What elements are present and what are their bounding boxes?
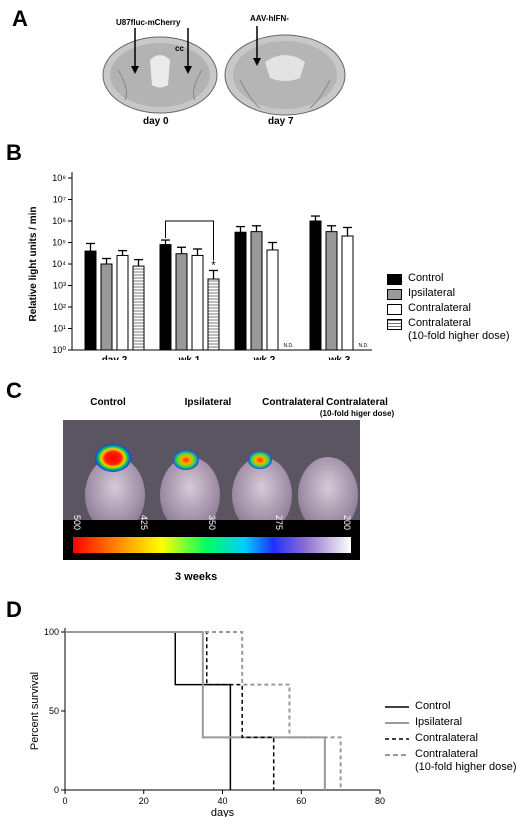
bar (159, 244, 172, 351)
y-axis-label: Percent survival (29, 672, 41, 750)
day-label-right: day 7 (268, 116, 294, 127)
bar (250, 231, 263, 351)
survival-legend-line (385, 754, 409, 756)
x-tick-label: wk 3 (328, 355, 351, 360)
bar-legend-item-control: Control (387, 272, 443, 285)
mouse-2 (160, 450, 220, 533)
bar (341, 235, 354, 351)
mouse-label-contralateral-high: Contralateral (326, 397, 388, 408)
bar (309, 220, 322, 351)
bar-legend-label: Contralateral (408, 302, 471, 314)
mouse-1 (85, 444, 145, 533)
bar-legend-item-contralateral: Contralateral (387, 302, 471, 315)
survival-legend-item-control: Control (385, 700, 450, 713)
y-axis-label: Relative light units / min (28, 206, 39, 321)
mouse-label-ipsilateral: Ipsilateral (184, 397, 232, 408)
significance-marker: * (211, 259, 216, 271)
time-label: 3 weeks (175, 571, 218, 583)
bar-legend-swatch (387, 274, 402, 285)
bar-legend-item-ipsilateral: Ipsilateral (387, 287, 455, 300)
brain-slices-illustration (102, 26, 346, 116)
y-tick-label: 10⁴ (52, 259, 66, 269)
y-tick-label: 10⁷ (53, 195, 66, 205)
y-tick-label: 10⁰ (52, 345, 66, 355)
x-tick-label: 0 (62, 796, 67, 806)
x-axis-label: days (211, 807, 235, 817)
panel-letter-b: B (6, 140, 22, 165)
survival-curve (65, 631, 342, 790)
survival-curve (65, 631, 275, 790)
survival-legend-line (385, 738, 409, 740)
colorbar-tick: 425 (139, 515, 149, 531)
survival-curve (65, 631, 232, 790)
x-tick-label: 80 (375, 796, 385, 806)
survival-legend-item-contralateral-high: Contralateral (10-fold higher dose) (385, 748, 517, 774)
x-tick-label: wk 2 (253, 355, 276, 360)
x-tick-label: day 2 (102, 355, 128, 360)
survival-legend-line (385, 706, 409, 708)
survival-chart: 0 50 100 0 20 40 60 80 days Percent survival (29, 627, 385, 817)
significance-bracket (165, 220, 214, 261)
colorbar-tick: 500 (72, 515, 82, 531)
survival-legend-item-ipsilateral: Ipsilateral (385, 716, 462, 729)
mouse-3 (232, 451, 292, 533)
bar-legend-label: Contralateral (10-fold higher dose) (408, 317, 510, 342)
x-tick-label: 40 (217, 796, 227, 806)
x-tick-label: wk 1 (178, 355, 201, 360)
y-tick-label: 10¹ (53, 324, 66, 334)
bar (325, 231, 338, 351)
panel-letter-c: C (6, 378, 22, 403)
bar (266, 249, 279, 351)
bar-legend-swatch (387, 319, 402, 330)
bar (175, 253, 188, 351)
x-tick-label: 60 (296, 796, 306, 806)
day-label-left: day 0 (143, 116, 169, 127)
y-tick-label: 10³ (53, 281, 66, 291)
bar (191, 254, 204, 351)
injection-label-right: AAV-hIFN- (250, 14, 289, 23)
bar (234, 231, 247, 351)
y-tick-label: 10⁵ (52, 238, 66, 248)
colorbar (73, 537, 351, 553)
x-tick-label: 20 (139, 796, 149, 806)
colorbar-tick: 350 (207, 515, 217, 531)
y-tick-label: 0 (54, 785, 59, 795)
survival-legend-label: Ipsilateral (415, 716, 463, 728)
mouse-label-control: Control (90, 397, 126, 408)
survival-legend-label: Contralateral (10-fold higher dose) (415, 748, 517, 773)
survival-legend-label: Control (415, 700, 451, 712)
na-label: N.D. (359, 343, 369, 349)
bar-legend-label: Ipsilateral (408, 287, 456, 299)
mouse-sublabel: (10-fold higer dose) (319, 409, 395, 418)
bioluminescence-image (63, 420, 360, 560)
bar-legend-item-contralateral-high: Contralateral (10-fold higher dose) (387, 317, 510, 343)
survival-legend-item-contralateral: Contralateral (385, 732, 478, 745)
mouse-label-contralateral: Contralateral (262, 397, 324, 408)
y-tick-label: 10⁶ (52, 216, 66, 226)
bar (100, 263, 113, 351)
na-label: N.D. (284, 343, 294, 349)
bar (116, 254, 129, 351)
region-label-cc: cc (175, 44, 184, 53)
bar (132, 265, 145, 351)
y-tick-label: 10² (53, 302, 66, 312)
injection-label-left: U87fluc-mCherry (116, 18, 181, 27)
y-tick-label: 100 (44, 627, 59, 637)
survival-curve (65, 631, 326, 790)
y-tick-label: 10⁸ (52, 173, 66, 183)
survival-legend-line (385, 722, 409, 724)
bar-legend-label: Control (408, 272, 444, 284)
panel-letter-a: A (12, 6, 28, 31)
bar-chart: 10⁰ 10¹ 10² 10³ 10⁴ 10⁵ 10⁶ 10⁷ 10⁸ Relative ligh… (28, 172, 372, 360)
bar-legend-swatch (387, 289, 402, 300)
bar-legend-swatch (387, 304, 402, 315)
survival-legend-label: Contralateral (415, 732, 478, 744)
colorbar-tick: 200 (342, 515, 352, 531)
colorbar-tick: 275 (274, 515, 284, 531)
y-tick-label: 50 (49, 706, 59, 716)
bar (207, 278, 220, 351)
bar (84, 250, 97, 351)
mouse-4 (298, 457, 358, 533)
panel-letter-d: D (6, 597, 22, 622)
